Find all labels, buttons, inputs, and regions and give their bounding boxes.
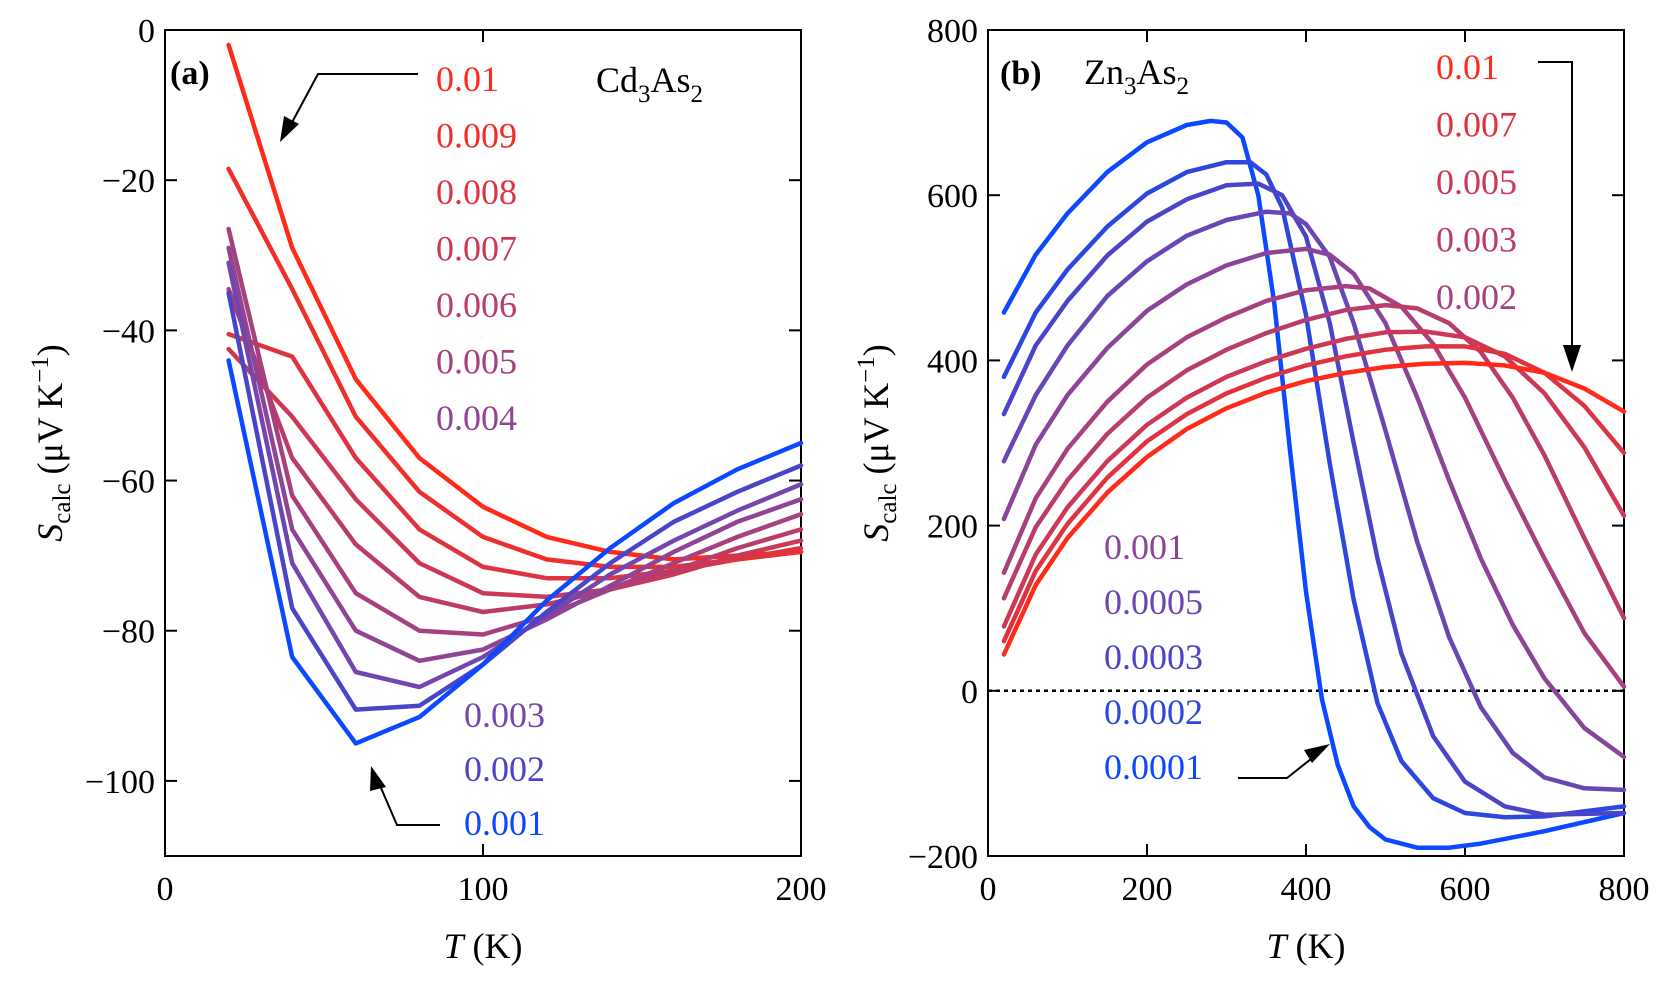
legend-label-0.009: 0.009	[436, 116, 517, 156]
legend-bottom: 0.001 0.0005 0.0003 0.0002 0.0001	[1104, 527, 1203, 787]
compound-label: Zn3As2	[1084, 52, 1189, 100]
y-axis-label: Scalc (μV K−1)	[27, 344, 76, 541]
panel-label: (a)	[170, 55, 210, 92]
x-tick-label: 600	[1440, 871, 1491, 908]
plot-frame	[987, 29, 1625, 857]
x-tick-label: 0	[157, 871, 174, 908]
arrow-to-highest-curve	[1538, 61, 1581, 372]
tick-marks	[987, 29, 1625, 857]
legend-top: 0.01 0.009 0.008 0.007 0.006 0.005 0.004	[436, 59, 517, 438]
series-lines	[1001, 118, 1627, 850]
y-tick-label: −200	[908, 839, 978, 876]
series-lines	[226, 42, 804, 746]
arrow-to-lowest-curve	[1238, 744, 1330, 779]
x-tick-label: 200	[1122, 871, 1173, 908]
y-tick-label: −60	[102, 464, 155, 501]
x-tick-label: 0	[980, 871, 997, 908]
y-tick-label: 400	[927, 343, 978, 380]
y-tick-label: 800	[927, 13, 978, 50]
series-line-0.005	[226, 226, 804, 637]
legend-label-0.002: 0.002	[1436, 277, 1517, 317]
series-line-0.01	[1001, 360, 1627, 657]
x-axis-label: T (K)	[1266, 926, 1345, 966]
legend-bottom: 0.003 0.002 0.001	[464, 695, 545, 843]
legend-label-0.007: 0.007	[436, 229, 517, 269]
x-tick-labels: 0 100 200	[157, 871, 827, 908]
legend-label-0.01: 0.01	[1436, 47, 1499, 87]
legend-label-0.004: 0.004	[436, 398, 517, 438]
series-line-0.007	[226, 346, 804, 600]
series-line-0.002	[1001, 283, 1627, 689]
y-tick-labels: −200 0 200 400 600 800	[908, 13, 978, 876]
legend-label-0.007: 0.007	[1436, 105, 1517, 145]
panel-a-cd3as2: 0 100 200 0 −20 −40 −60 −80 −100 (a) Cd3As2 0.0…	[27, 13, 827, 966]
x-tick-label: 400	[1281, 871, 1332, 908]
legend-label-0.001: 0.001	[464, 803, 545, 843]
y-tick-label: 200	[927, 509, 978, 546]
series-line-0.0002	[1001, 159, 1627, 820]
legend-label-0.005: 0.005	[1436, 162, 1517, 202]
legend-top: 0.01 0.007 0.005 0.003 0.002	[1436, 47, 1517, 317]
arrow-to-lowest-curve	[370, 766, 440, 826]
y-tick-label: −100	[85, 764, 155, 801]
series-line-0.006	[226, 286, 804, 615]
tick-marks	[164, 29, 802, 856]
y-tick-label: −40	[102, 313, 155, 350]
series-line-0.0003	[1001, 181, 1627, 817]
y-tick-label: −20	[102, 163, 155, 200]
legend-label-0.0003: 0.0003	[1104, 637, 1203, 677]
y-tick-label: 600	[927, 178, 978, 215]
y-tick-label: 0	[138, 13, 155, 50]
x-tick-label: 100	[458, 871, 509, 908]
y-tick-label: −80	[102, 614, 155, 651]
legend-label-0.001: 0.001	[1104, 527, 1185, 567]
x-tick-label: 800	[1599, 871, 1650, 908]
legend-label-0.006: 0.006	[436, 285, 517, 325]
arrow-to-highest-curve	[280, 73, 418, 142]
series-line-0.007	[1001, 344, 1627, 644]
series-line-0.0005	[1001, 209, 1627, 793]
legend-label-0.0002: 0.0002	[1104, 692, 1203, 732]
legend-label-0.005: 0.005	[436, 342, 517, 382]
legend-label-0.0005: 0.0005	[1104, 582, 1203, 622]
series-line-0.001	[1001, 246, 1627, 760]
legend-label-0.002: 0.002	[464, 749, 545, 789]
compound-label: Cd3As2	[596, 60, 703, 108]
series-line-0.003	[1001, 302, 1627, 621]
series-line-0.001	[226, 358, 804, 746]
x-tick-label: 200	[776, 871, 827, 908]
legend-label-0.0001: 0.0001	[1104, 747, 1203, 787]
legend-label-0.003: 0.003	[1436, 220, 1517, 260]
legend-label-0.003: 0.003	[464, 695, 545, 735]
x-tick-labels: 0 200 400 600 800	[980, 871, 1650, 908]
legend-label-0.008: 0.008	[436, 172, 517, 212]
x-axis-label: T (K)	[443, 926, 522, 966]
y-tick-label: 0	[961, 674, 978, 711]
series-line-0.0001	[1001, 118, 1627, 850]
legend-label-0.01: 0.01	[436, 59, 499, 99]
series-line-0.002	[226, 290, 804, 712]
panel-label: (b)	[1000, 55, 1042, 92]
y-axis-label: Scalc (μV K−1)	[853, 344, 902, 541]
y-tick-labels: 0 −20 −40 −60 −80 −100	[85, 13, 155, 801]
